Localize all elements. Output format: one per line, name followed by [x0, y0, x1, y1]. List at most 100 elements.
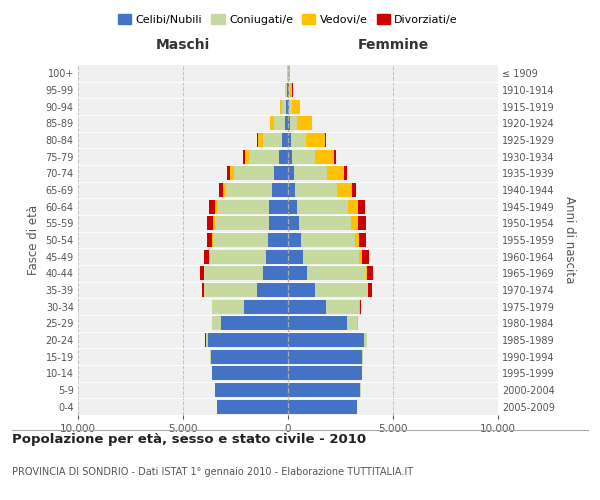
Bar	[359, 250, 362, 264]
Bar	[288, 233, 301, 247]
Bar	[334, 150, 337, 164]
Bar	[209, 200, 215, 214]
Bar	[286, 100, 288, 114]
Bar	[326, 300, 359, 314]
Bar	[288, 283, 316, 297]
Bar	[270, 116, 274, 130]
Bar	[212, 316, 221, 330]
Bar	[213, 216, 215, 230]
Bar	[347, 316, 358, 330]
Bar	[266, 250, 288, 264]
Bar	[364, 333, 367, 347]
Bar	[243, 150, 245, 164]
Bar	[360, 300, 361, 314]
Bar	[285, 83, 286, 97]
Bar	[257, 283, 288, 297]
Bar	[200, 266, 203, 280]
Bar	[249, 150, 278, 164]
Bar	[288, 133, 291, 147]
Bar	[208, 333, 288, 347]
Bar	[285, 116, 288, 130]
Bar	[282, 100, 286, 114]
Bar	[202, 283, 204, 297]
Legend: Celibi/Nubili, Coniugati/e, Vedovi/e, Divorziati/e: Celibi/Nubili, Coniugati/e, Vedovi/e, Di…	[115, 10, 461, 28]
Bar	[215, 200, 217, 214]
Y-axis label: Anni di nascita: Anni di nascita	[563, 196, 577, 284]
Bar	[351, 216, 358, 230]
Bar	[217, 400, 288, 414]
Bar	[301, 233, 355, 247]
Bar	[288, 166, 294, 180]
Bar	[361, 350, 363, 364]
Bar	[358, 200, 365, 214]
Bar	[292, 100, 300, 114]
Bar	[295, 183, 337, 197]
Bar	[294, 166, 328, 180]
Bar	[227, 166, 230, 180]
Bar	[215, 216, 269, 230]
Bar	[288, 216, 299, 230]
Bar	[212, 233, 214, 247]
Bar	[288, 366, 361, 380]
Bar	[316, 150, 334, 164]
Bar	[361, 250, 369, 264]
Bar	[316, 283, 368, 297]
Bar	[274, 166, 288, 180]
Bar	[206, 333, 208, 347]
Bar	[288, 100, 289, 114]
Bar	[288, 200, 298, 214]
Bar	[263, 133, 282, 147]
Bar	[204, 266, 263, 280]
Bar	[288, 350, 361, 364]
Bar	[288, 116, 290, 130]
Bar	[368, 283, 371, 297]
Bar	[226, 183, 272, 197]
Bar	[288, 333, 364, 347]
Bar	[274, 116, 285, 130]
Bar	[282, 133, 288, 147]
Bar	[287, 83, 288, 97]
Bar	[288, 266, 307, 280]
Bar	[244, 300, 288, 314]
Bar	[215, 383, 288, 397]
Bar	[355, 233, 359, 247]
Bar	[290, 83, 292, 97]
Bar	[337, 183, 352, 197]
Bar	[289, 66, 290, 80]
Bar	[366, 266, 367, 280]
Bar	[288, 250, 303, 264]
Bar	[269, 216, 288, 230]
Bar	[288, 383, 361, 397]
Bar	[312, 116, 313, 130]
Bar	[221, 316, 288, 330]
Bar	[268, 233, 288, 247]
Bar	[272, 183, 288, 197]
Bar	[325, 133, 326, 147]
Bar	[205, 250, 209, 264]
Bar	[359, 233, 366, 247]
Bar	[211, 350, 288, 364]
Bar	[230, 166, 235, 180]
Bar	[212, 366, 288, 380]
Bar	[218, 183, 223, 197]
Bar	[207, 233, 212, 247]
Bar	[348, 200, 358, 214]
Bar	[307, 266, 366, 280]
Bar	[303, 250, 359, 264]
Bar	[367, 266, 373, 280]
Bar	[298, 200, 348, 214]
Bar	[207, 216, 213, 230]
Bar	[291, 133, 306, 147]
Bar	[328, 166, 344, 180]
Bar	[278, 150, 288, 164]
Bar	[299, 216, 351, 230]
Bar	[289, 83, 290, 97]
Bar	[223, 183, 226, 197]
Bar	[289, 100, 292, 114]
Text: PROVINCIA DI SONDRIO - Dati ISTAT 1° gennaio 2010 - Elaborazione TUTTITALIA.IT: PROVINCIA DI SONDRIO - Dati ISTAT 1° gen…	[12, 467, 413, 477]
Bar	[288, 183, 295, 197]
Bar	[288, 400, 358, 414]
Bar	[288, 83, 289, 97]
Bar	[212, 300, 244, 314]
Bar	[352, 183, 356, 197]
